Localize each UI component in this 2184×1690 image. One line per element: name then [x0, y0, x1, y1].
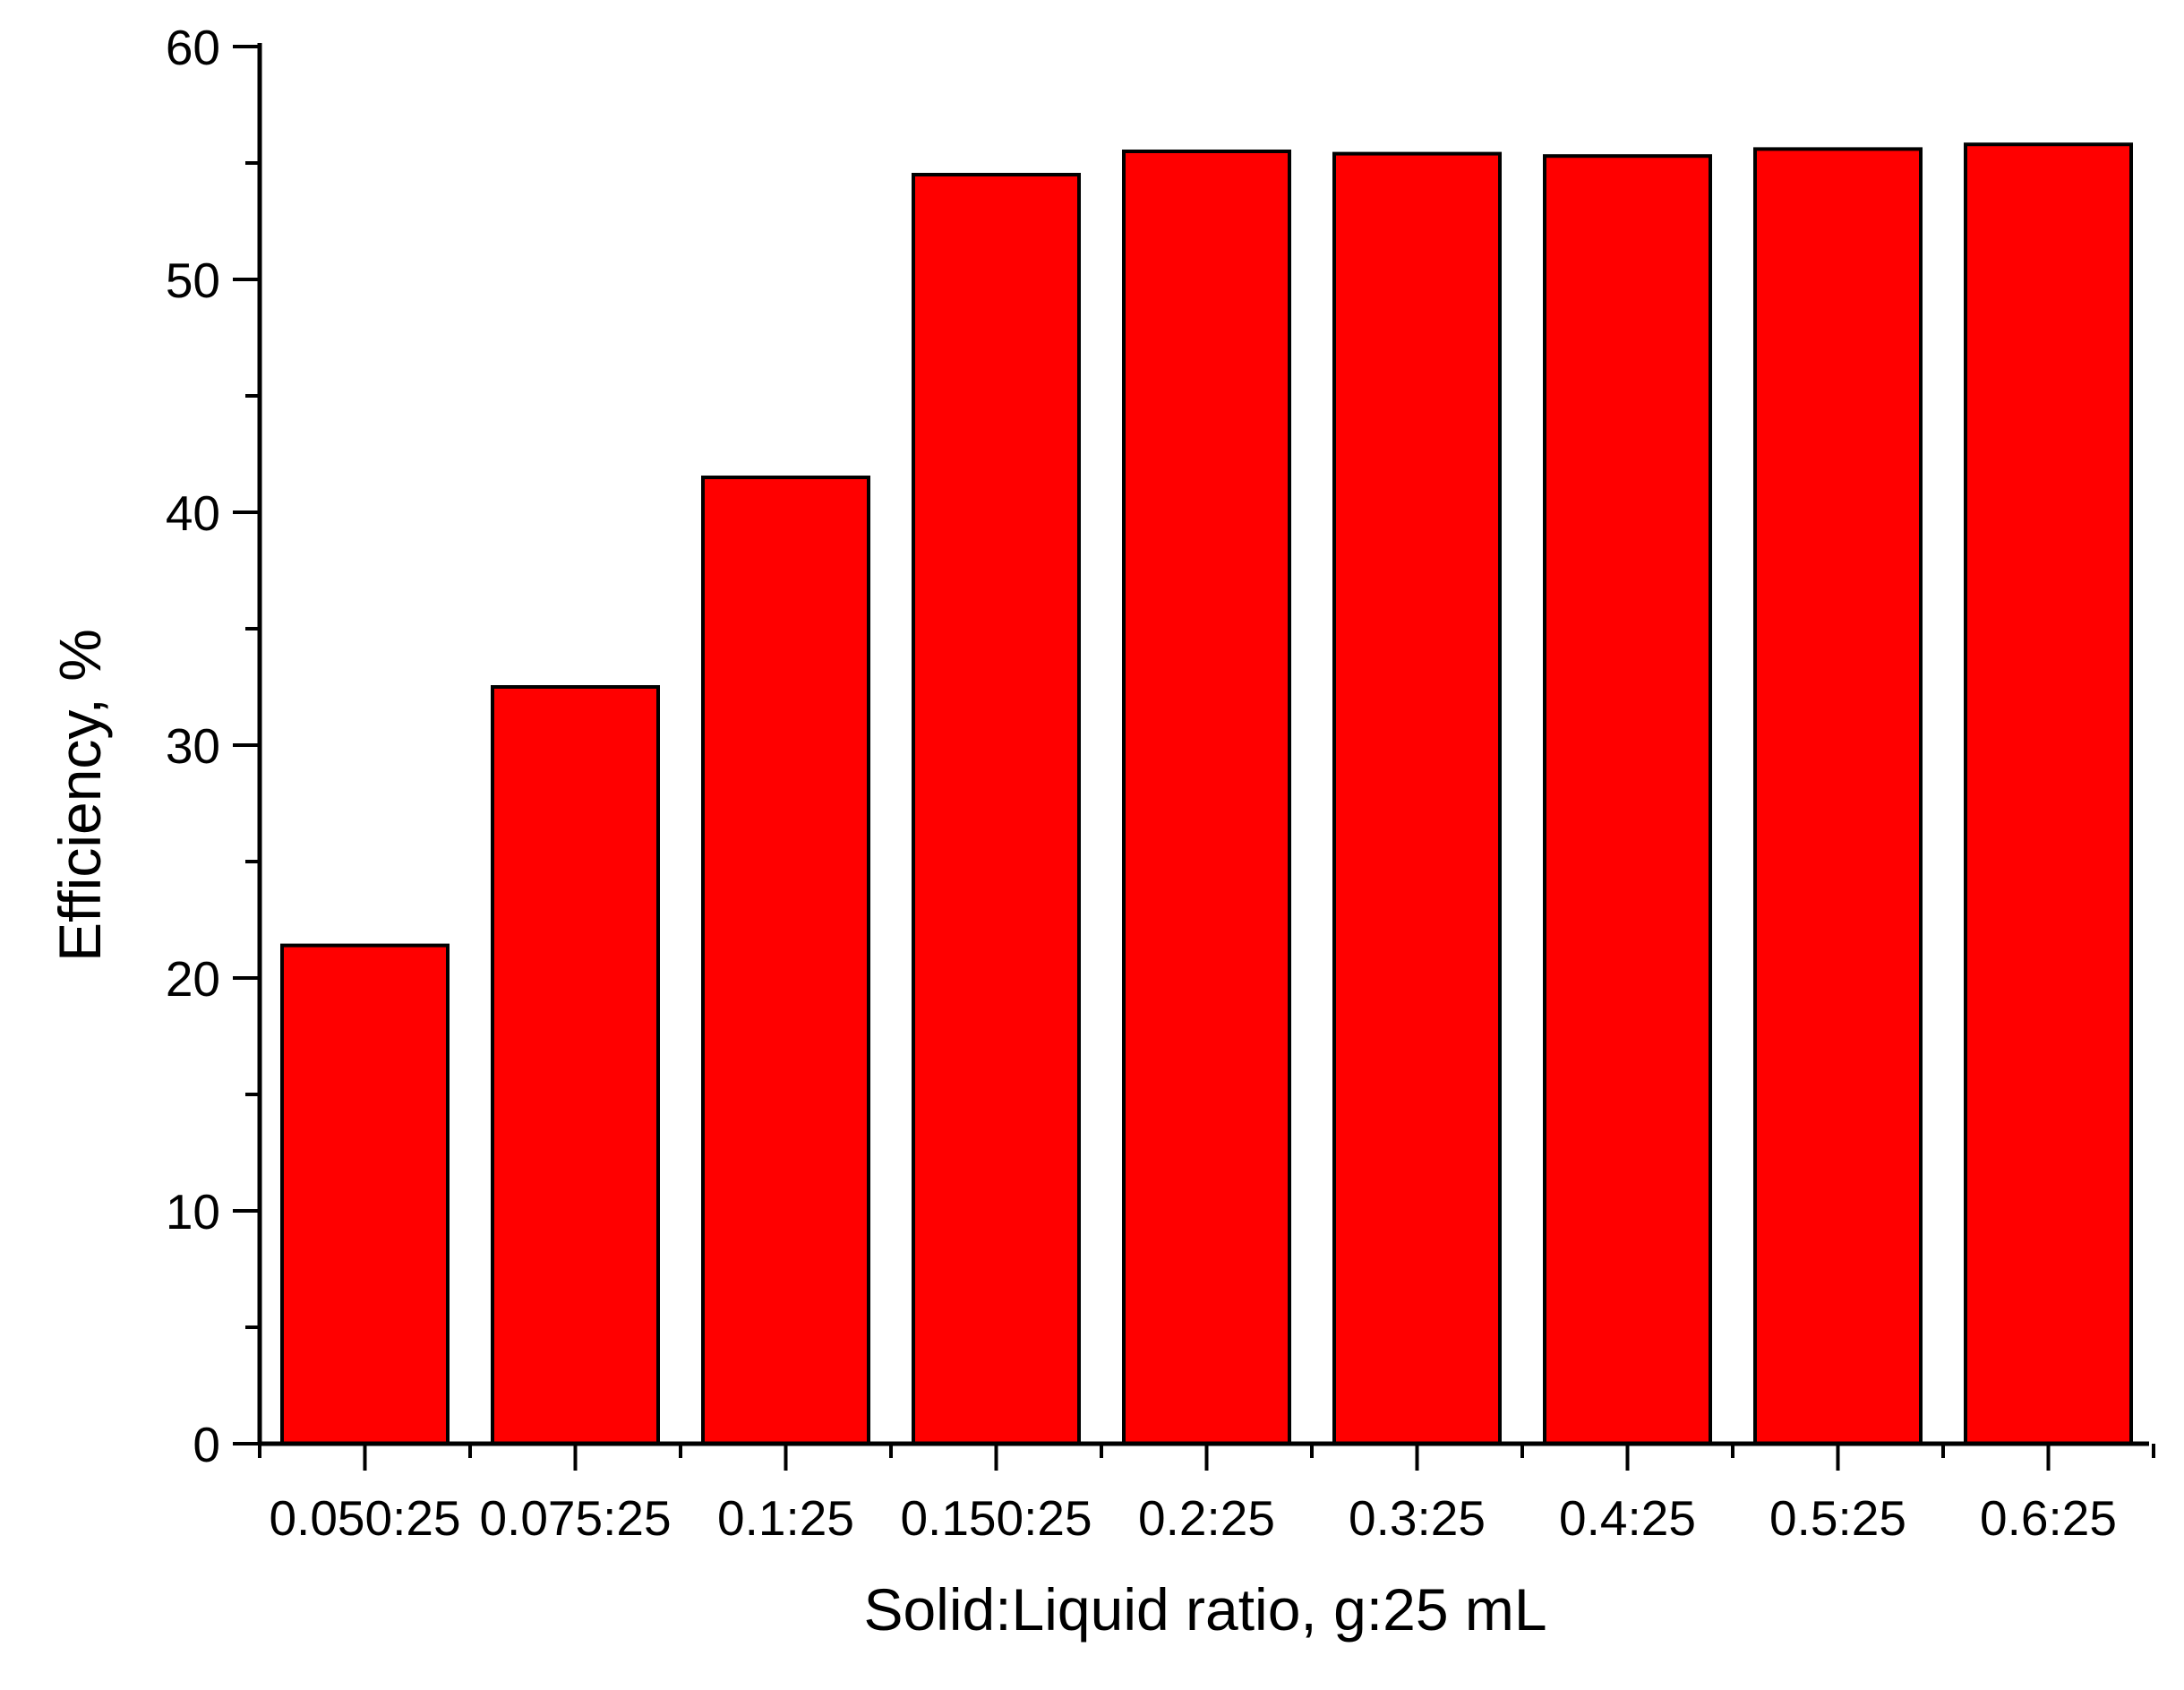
bar-0.4:25 [1543, 154, 1712, 1446]
bar-0.5:25 [1753, 147, 1923, 1446]
bar-0.150:25 [912, 173, 1081, 1446]
bar-0.2:25 [1122, 150, 1291, 1446]
bar-0.075:25 [491, 685, 660, 1446]
y-tick-label: 40 [166, 485, 220, 541]
x-tick-label: 0.150:25 [900, 1490, 1092, 1546]
bars-layer [280, 142, 2133, 1446]
bar-0.6:25 [1964, 142, 2133, 1446]
x-tick-label: 0.4:25 [1559, 1490, 1696, 1546]
y-axis-title: Efficiency, % [47, 629, 113, 962]
y-tick-label: 10 [166, 1184, 220, 1240]
x-tick-label: 0.3:25 [1349, 1490, 1486, 1546]
x-tick-label: 0.075:25 [479, 1490, 671, 1546]
axes-layer: 0 10 20 30 40 50 60 0.050:25 0.075:25 0.1:25 0.150… [166, 20, 2155, 1546]
bar-0.1:25 [701, 476, 870, 1446]
x-tick-label: 0.050:25 [269, 1490, 460, 1546]
x-tick-label: 0.6:25 [1980, 1490, 2117, 1546]
x-tick-label: 0.1:25 [717, 1490, 854, 1546]
y-tick-label: 50 [166, 253, 220, 308]
y-tick-label: 0 [193, 1417, 220, 1472]
bar-0.3:25 [1332, 151, 1502, 1446]
x-tick-label: 0.5:25 [1769, 1490, 1906, 1546]
x-tick-label: 0.2:25 [1138, 1490, 1275, 1546]
y-tick-label: 60 [166, 20, 220, 75]
x-axis-title: Solid:Liquid ratio, g:25 mL [863, 1576, 1546, 1643]
y-tick-label: 20 [166, 951, 220, 1007]
bar-0.050:25 [280, 943, 450, 1446]
y-tick-label: 30 [166, 718, 220, 774]
